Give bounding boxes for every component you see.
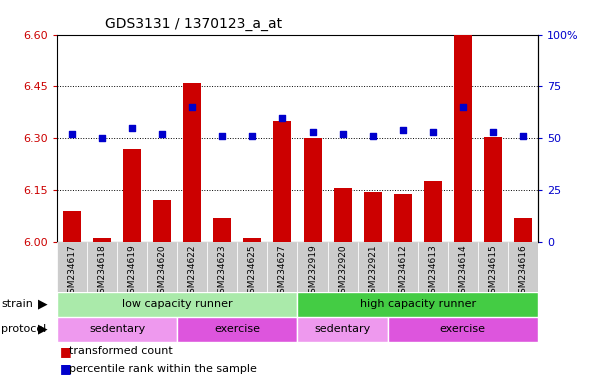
Text: percentile rank within the sample: percentile rank within the sample bbox=[69, 364, 257, 374]
Text: ■: ■ bbox=[60, 345, 72, 358]
Point bbox=[67, 131, 77, 137]
Text: GSM232920: GSM232920 bbox=[338, 245, 347, 299]
Text: GSM234619: GSM234619 bbox=[128, 245, 136, 299]
Bar bbox=[267, 242, 297, 292]
Text: GSM234612: GSM234612 bbox=[398, 245, 407, 299]
Text: GSM234616: GSM234616 bbox=[519, 245, 527, 299]
Point bbox=[458, 104, 468, 110]
Text: protocol: protocol bbox=[1, 324, 46, 334]
Bar bbox=[237, 242, 267, 292]
Bar bbox=[388, 317, 538, 342]
Text: GSM234614: GSM234614 bbox=[459, 245, 467, 299]
Text: ▶: ▶ bbox=[38, 323, 47, 336]
Text: GSM234625: GSM234625 bbox=[248, 245, 257, 299]
Bar bbox=[63, 211, 81, 242]
Point bbox=[398, 127, 407, 133]
Bar bbox=[297, 317, 388, 342]
Bar bbox=[57, 317, 177, 342]
Text: high capacity runner: high capacity runner bbox=[359, 299, 476, 310]
Point bbox=[338, 131, 347, 137]
Text: exercise: exercise bbox=[215, 324, 260, 334]
Bar bbox=[514, 218, 532, 242]
Text: GSM234627: GSM234627 bbox=[278, 245, 287, 299]
Bar bbox=[87, 242, 117, 292]
Text: GSM234623: GSM234623 bbox=[218, 245, 227, 299]
Text: GSM234613: GSM234613 bbox=[429, 245, 437, 299]
Point bbox=[308, 129, 317, 135]
Bar bbox=[297, 242, 328, 292]
Bar bbox=[394, 194, 412, 242]
Bar bbox=[297, 292, 538, 317]
Bar bbox=[364, 192, 382, 242]
Bar bbox=[448, 242, 478, 292]
Bar bbox=[508, 242, 538, 292]
Text: transformed count: transformed count bbox=[69, 346, 173, 356]
Bar bbox=[93, 238, 111, 242]
Bar bbox=[177, 242, 207, 292]
Bar bbox=[213, 218, 231, 242]
Point bbox=[488, 129, 498, 135]
Bar bbox=[207, 242, 237, 292]
Bar bbox=[147, 242, 177, 292]
Point bbox=[218, 133, 227, 139]
Text: GSM234620: GSM234620 bbox=[158, 245, 166, 299]
Text: low capacity runner: low capacity runner bbox=[122, 299, 233, 310]
Text: GSM234622: GSM234622 bbox=[188, 245, 197, 299]
Bar bbox=[117, 242, 147, 292]
Text: GSM234617: GSM234617 bbox=[68, 245, 76, 299]
Bar bbox=[243, 238, 261, 242]
Text: ■: ■ bbox=[60, 362, 72, 375]
Text: ▶: ▶ bbox=[38, 298, 47, 311]
Text: strain: strain bbox=[1, 299, 33, 310]
Bar bbox=[424, 182, 442, 242]
Bar bbox=[57, 242, 87, 292]
Bar bbox=[153, 200, 171, 242]
Point bbox=[157, 131, 167, 137]
Bar bbox=[57, 292, 297, 317]
Bar bbox=[328, 242, 358, 292]
Bar bbox=[484, 137, 502, 242]
Text: GSM234615: GSM234615 bbox=[489, 245, 497, 299]
Text: GSM232919: GSM232919 bbox=[308, 245, 317, 299]
Text: GSM234618: GSM234618 bbox=[98, 245, 106, 299]
Point bbox=[97, 135, 107, 141]
Bar bbox=[123, 149, 141, 242]
Point bbox=[278, 114, 287, 121]
Text: sedentary: sedentary bbox=[314, 324, 371, 334]
Bar bbox=[304, 138, 322, 242]
Point bbox=[428, 129, 438, 135]
Point bbox=[368, 133, 377, 139]
Bar bbox=[177, 317, 297, 342]
Point bbox=[518, 133, 528, 139]
Bar bbox=[418, 242, 448, 292]
Bar bbox=[478, 242, 508, 292]
Bar bbox=[388, 242, 418, 292]
Bar bbox=[358, 242, 388, 292]
Point bbox=[127, 125, 137, 131]
Bar bbox=[454, 35, 472, 242]
Text: sedentary: sedentary bbox=[89, 324, 145, 334]
Bar bbox=[273, 121, 291, 242]
Bar bbox=[183, 83, 201, 242]
Bar bbox=[334, 188, 352, 242]
Text: GDS3131 / 1370123_a_at: GDS3131 / 1370123_a_at bbox=[105, 17, 282, 31]
Text: exercise: exercise bbox=[440, 324, 486, 334]
Point bbox=[188, 104, 197, 110]
Point bbox=[248, 133, 257, 139]
Text: GSM232921: GSM232921 bbox=[368, 245, 377, 299]
